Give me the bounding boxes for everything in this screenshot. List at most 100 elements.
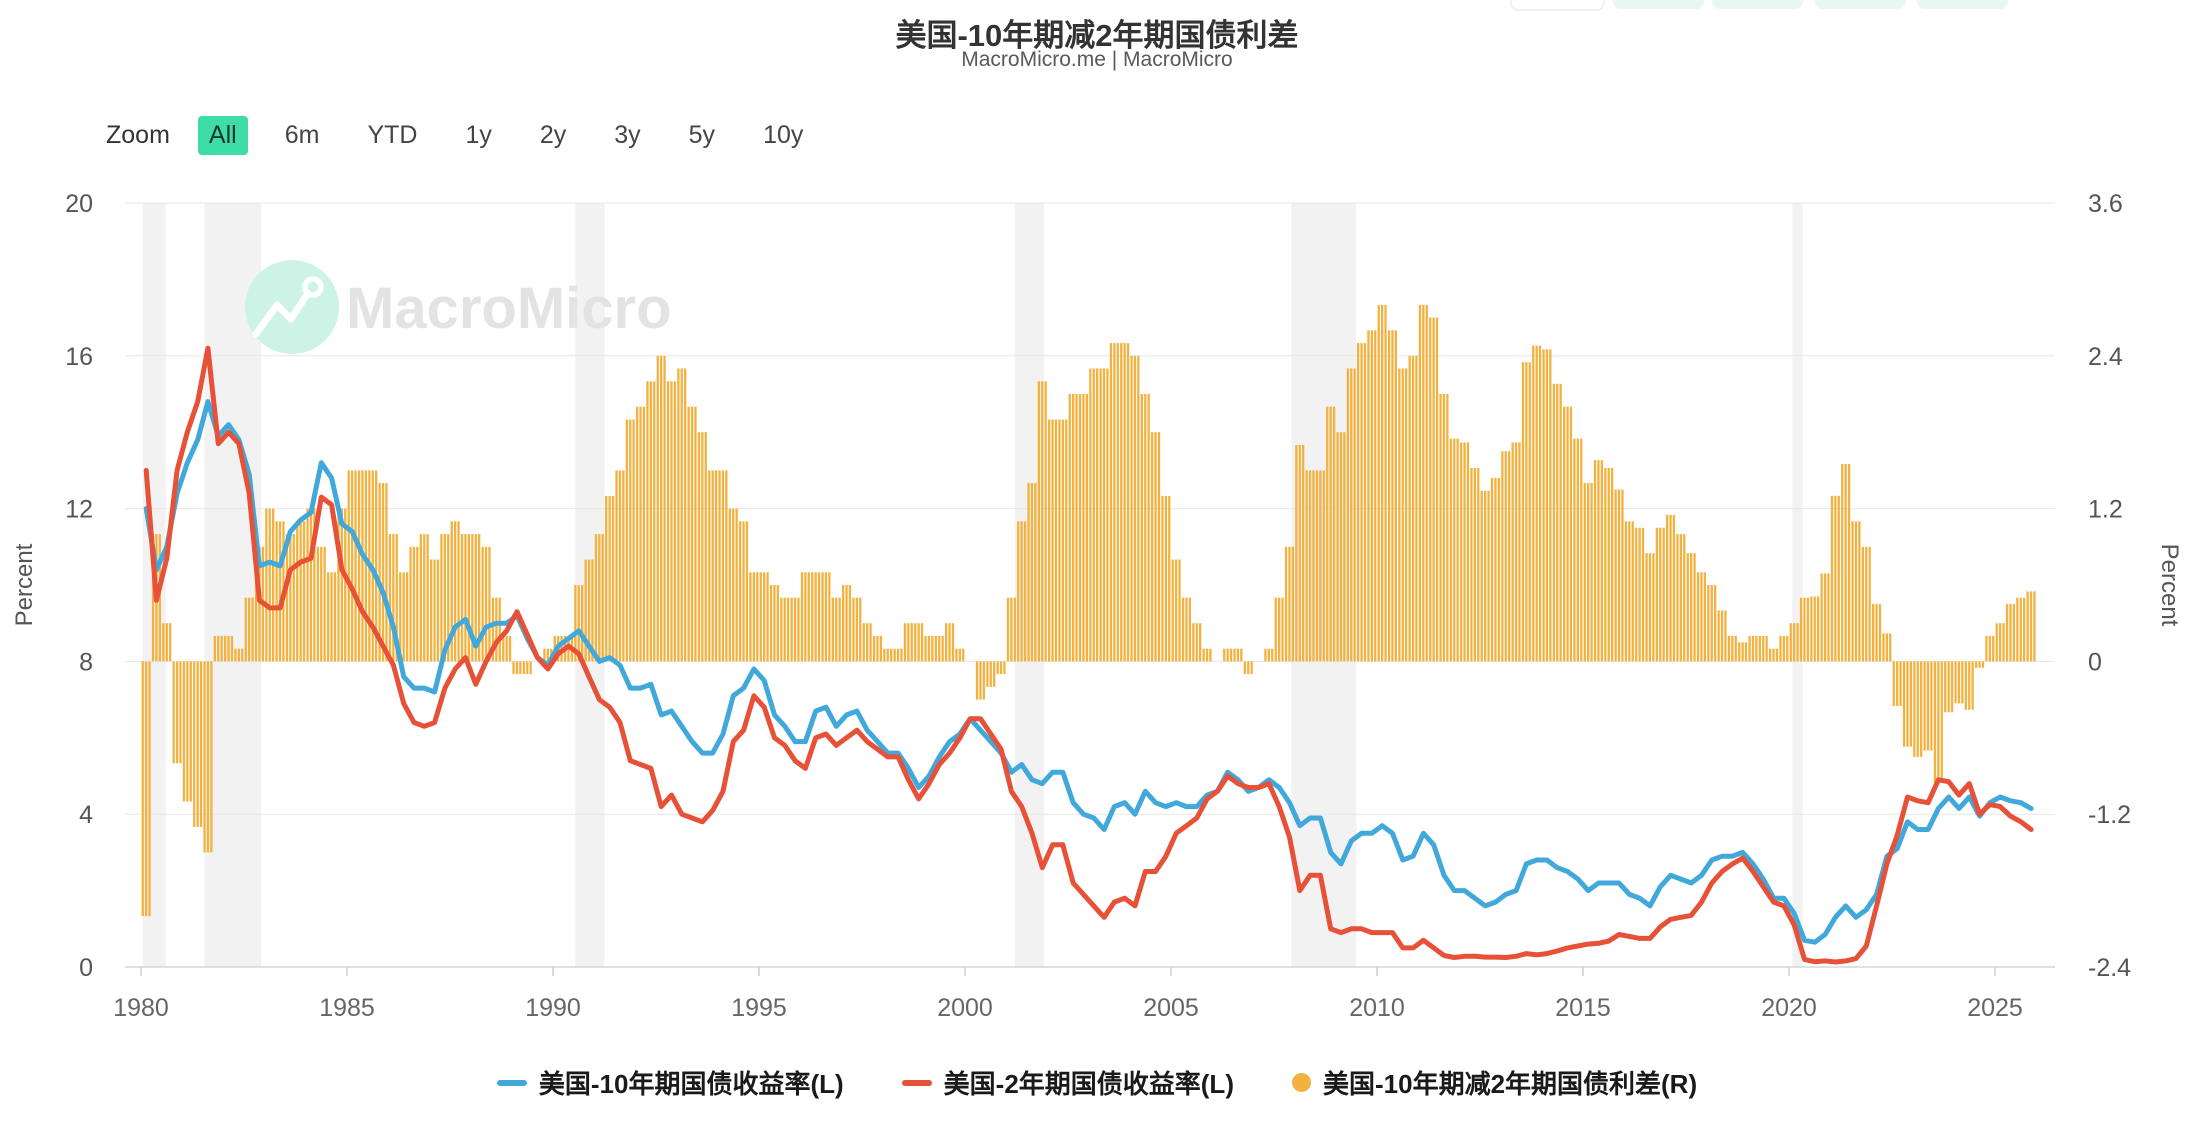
spread-bar <box>735 508 738 662</box>
spread-bar <box>1793 623 1796 662</box>
spread-bar <box>1978 661 1981 668</box>
spread-bar <box>151 534 155 662</box>
spread-bar <box>1703 572 1706 662</box>
spread-bar <box>1075 394 1078 662</box>
spread-bar <box>1089 368 1092 662</box>
spread-bar <box>182 661 186 802</box>
spread-bar <box>701 432 704 662</box>
spread-bar <box>306 508 309 662</box>
spread-bar <box>244 597 247 662</box>
spread-bar <box>1363 343 1367 662</box>
spread-bar <box>663 355 666 662</box>
spread-bar <box>725 470 728 662</box>
x-tick-label: 2010 <box>1349 994 1405 1022</box>
spread-bar <box>989 661 992 687</box>
spread-bar <box>1858 521 1861 662</box>
spread-bar <box>1724 610 1727 662</box>
spread-bar <box>1164 495 1167 662</box>
spread-bar <box>248 597 251 662</box>
spread-bar <box>1068 394 1071 662</box>
zoom-option-all[interactable]: All <box>197 116 248 155</box>
partial-button-2[interactable] <box>1613 0 1704 9</box>
spread-bar <box>1738 642 1741 662</box>
spread-bar <box>776 585 779 662</box>
legend-item-3[interactable]: 美国-10年期减2年期国债利差(R) <box>1291 1064 1697 1101</box>
zoom-option-2y[interactable]: 2y <box>539 121 567 149</box>
spread-bar <box>1226 648 1229 662</box>
spread-bar <box>1532 345 1535 662</box>
spread-bar <box>224 635 227 662</box>
spread-bar <box>1346 368 1349 662</box>
spread-bar <box>938 635 941 662</box>
spread-bar <box>1291 546 1294 662</box>
spread-bar <box>1384 304 1387 662</box>
spread-bar <box>587 559 591 662</box>
left-tick-label: 4 <box>79 801 93 829</box>
spread-bar <box>1010 597 1013 662</box>
spread-bar <box>1048 419 1051 662</box>
spread-bar <box>920 623 924 662</box>
spread-bar <box>344 508 347 662</box>
spread-bar <box>2033 591 2036 662</box>
spread-bar <box>1751 635 1755 662</box>
spread-bar <box>515 661 519 675</box>
spread-bar <box>1837 495 1840 662</box>
zoom-option-ytd[interactable]: YTD <box>367 121 418 149</box>
spread-bar <box>347 470 350 662</box>
spread-bar <box>1645 553 1648 662</box>
spread-bar <box>1758 635 1761 662</box>
zoom-option-5y[interactable]: 5y <box>688 121 716 149</box>
spread-bar <box>1302 444 1305 662</box>
spread-bar <box>1470 467 1473 662</box>
spread-bar <box>457 521 460 662</box>
spread-bar <box>1899 661 1902 706</box>
spread-bar <box>1082 394 1085 662</box>
spread-bar <box>1460 442 1463 662</box>
spread-bar <box>1281 597 1284 662</box>
x-tick-label: 2020 <box>1761 994 1817 1022</box>
spread-bar <box>364 470 367 662</box>
spread-bar <box>196 661 199 827</box>
spread-bar <box>1501 451 1504 662</box>
spread-bars <box>141 304 2036 917</box>
x-tick-label: 2015 <box>1555 994 1611 1022</box>
spread-bar <box>1514 442 1518 662</box>
spread-bar <box>855 597 858 662</box>
partial-button-4[interactable] <box>1815 0 1906 9</box>
partial-button-5[interactable] <box>1917 0 2008 9</box>
legend-item-2[interactable]: 美国-2年期国债收益率(L) <box>901 1064 1234 1101</box>
spread-bar <box>1659 527 1662 662</box>
right-tick-label: 0 <box>2088 648 2102 676</box>
zoom-option-1y[interactable]: 1y <box>465 121 492 149</box>
spread-bar <box>890 648 893 662</box>
spread-bar <box>234 648 237 662</box>
watermark-logo-circle <box>245 260 339 354</box>
spread-bar <box>749 572 752 662</box>
x-tick-label: 1980 <box>113 994 169 1022</box>
spread-bar <box>975 661 979 700</box>
partial-button-3[interactable] <box>1712 0 1803 9</box>
spread-bar <box>1820 573 1823 662</box>
spread-bar <box>1116 343 1119 662</box>
spread-bar <box>1370 330 1373 662</box>
zoom-option-6m[interactable]: 6m <box>284 121 320 149</box>
zoom-option-10y[interactable]: 10y <box>763 121 804 149</box>
spread-bar <box>172 661 175 764</box>
spread-bar <box>227 635 230 662</box>
spread-bar <box>1192 623 1195 662</box>
zoom-option-3y[interactable]: 3y <box>614 121 641 149</box>
spread-bar <box>673 381 676 662</box>
spread-bar <box>1762 635 1765 662</box>
spread-bar <box>412 546 416 662</box>
spread-bar <box>1545 349 1549 662</box>
legend-item-1[interactable]: 美国-10年期国债收益率(L) <box>496 1064 844 1101</box>
spread-bar <box>1054 419 1058 662</box>
spread-bar <box>677 368 680 662</box>
spread-bar <box>1679 534 1682 662</box>
spread-bar <box>1339 432 1343 662</box>
right-axis-title: Percent <box>2156 544 2183 627</box>
partial-button-1[interactable] <box>1510 0 1605 11</box>
spread-bar <box>450 521 453 662</box>
spread-bar <box>1398 368 1401 662</box>
